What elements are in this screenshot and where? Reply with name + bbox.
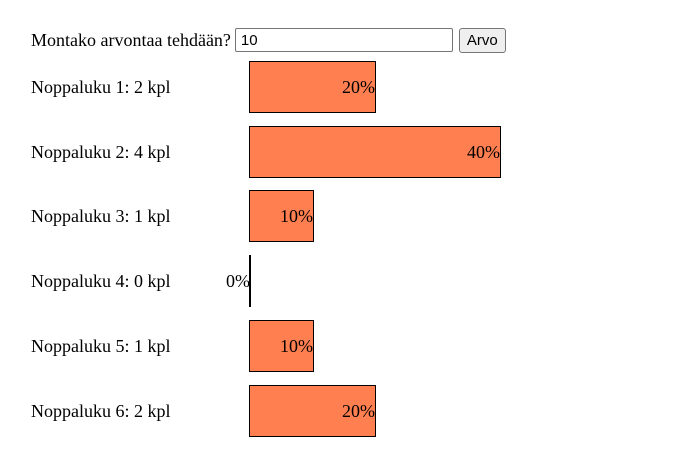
result-row-3: Noppaluku 3: 1 kpl 10% bbox=[31, 190, 671, 242]
result-bar-3 bbox=[249, 190, 314, 242]
result-percent-1: 20% bbox=[342, 77, 375, 97]
draw-form: Montako arvontaa tehdään? Arvo bbox=[31, 27, 506, 53]
result-percent-2: 40% bbox=[467, 142, 500, 162]
result-bar-1 bbox=[249, 61, 376, 113]
result-bar-2 bbox=[249, 126, 501, 178]
result-percent-4: 0% bbox=[226, 271, 250, 291]
result-label-1: Noppaluku 1: 2 kpl bbox=[31, 77, 171, 97]
result-row-5: Noppaluku 5: 1 kpl 10% bbox=[31, 320, 671, 372]
draw-count-prompt: Montako arvontaa tehdään? bbox=[31, 29, 231, 50]
result-label-2: Noppaluku 2: 4 kpl bbox=[31, 142, 171, 162]
result-percent-5: 10% bbox=[280, 336, 313, 356]
result-bar-6 bbox=[249, 385, 376, 437]
result-row-6: Noppaluku 6: 2 kpl 20% bbox=[31, 385, 671, 437]
result-label-5: Noppaluku 5: 1 kpl bbox=[31, 336, 171, 356]
result-percent-6: 20% bbox=[342, 401, 375, 421]
result-row-1: Noppaluku 1: 2 kpl 20% bbox=[31, 61, 671, 113]
draw-count-input[interactable] bbox=[234, 28, 453, 52]
result-label-4: Noppaluku 4: 0 kpl bbox=[31, 271, 171, 291]
result-label-3: Noppaluku 3: 1 kpl bbox=[31, 206, 171, 226]
draw-button[interactable]: Arvo bbox=[458, 27, 506, 53]
result-row-2: Noppaluku 2: 4 kpl 40% bbox=[31, 126, 671, 178]
result-row-4: Noppaluku 4: 0 kpl 0% bbox=[31, 255, 671, 307]
result-bar-5 bbox=[249, 320, 314, 372]
result-percent-3: 10% bbox=[280, 206, 313, 226]
result-label-6: Noppaluku 6: 2 kpl bbox=[31, 401, 171, 421]
result-bar-4 bbox=[249, 255, 251, 307]
